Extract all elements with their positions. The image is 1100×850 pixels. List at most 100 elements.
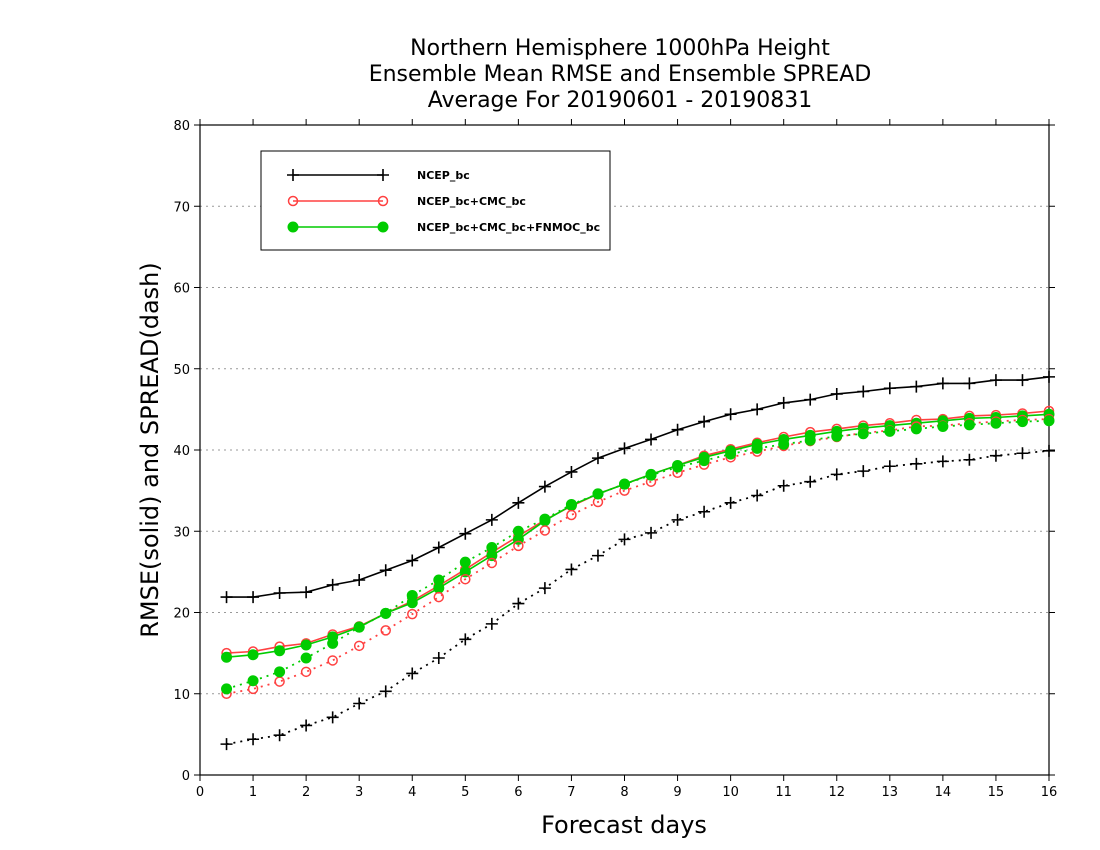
x-tick-label: 5 <box>461 785 469 800</box>
data-point-plus <box>512 496 525 509</box>
data-point-filled-circle <box>287 221 299 233</box>
series-line <box>226 410 1050 654</box>
data-point-plus <box>989 374 1002 387</box>
data-point-plus <box>1043 370 1055 383</box>
data-point-filled-circle <box>751 442 763 454</box>
data-point-plus <box>459 527 472 540</box>
x-tick-label: 1 <box>249 785 257 800</box>
data-point-plus <box>883 460 896 473</box>
data-point-plus <box>1016 374 1029 387</box>
x-tick-label: 0 <box>196 785 204 800</box>
data-point-filled-circle <box>1016 416 1028 428</box>
data-point-filled-circle <box>247 649 259 661</box>
data-point-plus <box>273 729 286 742</box>
data-point-plus <box>353 574 366 586</box>
x-tick-label: 11 <box>775 785 792 800</box>
data-point-open-circle <box>274 676 285 687</box>
chart-title-line-3: Average For 20190601 - 20190831 <box>427 88 813 113</box>
data-point-open-circle <box>460 573 471 585</box>
x-tick-label: 9 <box>673 785 681 800</box>
data-point-plus <box>326 578 339 591</box>
data-point-open-circle <box>566 509 577 521</box>
series-line <box>226 419 1050 690</box>
legend-entry-2: NCEP_bc+CMC_bc+FNMOC_bc <box>287 221 600 234</box>
legend-entry-1: NCEP_bc+CMC_bc <box>287 195 526 208</box>
data-point-filled-circle <box>857 428 869 440</box>
data-point-plus <box>751 403 764 416</box>
data-point-filled-circle <box>486 542 498 553</box>
data-point-filled-circle <box>406 589 418 601</box>
series-spread-5 <box>221 415 1055 695</box>
data-point-open-circle <box>377 195 389 207</box>
x-tick-label: 2 <box>302 785 310 800</box>
data-point-filled-circle <box>433 574 445 586</box>
data-point-filled-circle <box>221 683 233 695</box>
y-tick-label: 20 <box>173 607 190 622</box>
x-tick-label: 10 <box>722 785 739 800</box>
y-tick-label: 60 <box>173 282 190 297</box>
data-point-plus <box>1016 447 1029 460</box>
y-axis-label: RMSE(solid) and SPREAD(dash) <box>136 262 164 638</box>
data-point-plus <box>830 387 843 400</box>
y-tick-label: 40 <box>173 444 190 459</box>
data-point-plus <box>432 652 445 664</box>
data-point-plus <box>910 380 923 393</box>
data-point-plus <box>857 385 870 398</box>
data-point-plus <box>485 617 498 630</box>
data-point-filled-circle <box>725 448 737 460</box>
data-point-plus <box>300 586 313 599</box>
series-spread-4 <box>221 413 1055 699</box>
y-tick-label: 50 <box>173 363 190 378</box>
data-point-plus <box>777 396 790 409</box>
data-point-filled-circle <box>539 513 551 525</box>
data-point-plus <box>698 415 711 428</box>
data-point-plus <box>645 526 658 539</box>
data-point-plus <box>591 549 604 562</box>
series-line <box>226 418 1050 695</box>
data-point-open-circle <box>380 625 391 636</box>
data-point-plus <box>1043 444 1055 457</box>
data-point-plus <box>459 633 472 646</box>
y-tick-label: 0 <box>182 769 190 784</box>
data-point-plus <box>379 685 392 698</box>
legend-label: NCEP_bc <box>417 169 470 182</box>
data-point-plus <box>300 719 313 732</box>
data-point-filled-circle <box>672 461 684 473</box>
data-point-plus <box>287 169 299 181</box>
data-point-filled-circle <box>698 455 710 467</box>
data-point-filled-circle <box>300 652 312 664</box>
x-tick-label: 8 <box>620 785 628 800</box>
data-point-filled-circle <box>592 488 604 500</box>
data-point-plus <box>379 564 392 577</box>
y-tick-label: 70 <box>173 200 190 215</box>
data-point-plus <box>751 489 764 502</box>
data-point-plus <box>698 505 711 518</box>
y-tick-label: 30 <box>173 525 190 540</box>
data-point-filled-circle <box>645 469 657 481</box>
data-point-plus <box>963 377 976 390</box>
data-point-plus <box>247 591 260 604</box>
x-tick-label: 3 <box>355 785 363 800</box>
series-line <box>226 413 1050 658</box>
data-point-open-circle <box>300 666 312 678</box>
y-tick-label: 10 <box>173 688 190 703</box>
data-point-plus <box>326 711 339 724</box>
data-point-open-circle <box>513 540 524 552</box>
data-point-filled-circle <box>353 621 365 633</box>
data-point-plus <box>565 563 578 576</box>
data-point-filled-circle <box>831 430 843 442</box>
data-point-filled-circle <box>377 221 389 233</box>
data-point-plus <box>512 597 525 610</box>
data-point-filled-circle <box>512 525 524 537</box>
x-tick-label: 7 <box>567 785 575 800</box>
data-point-open-circle <box>287 195 299 207</box>
data-point-filled-circle <box>910 423 922 435</box>
data-point-plus <box>377 169 389 181</box>
data-point-plus <box>432 541 445 554</box>
series-rmse-2 <box>221 408 1055 663</box>
data-point-filled-circle <box>990 417 1002 429</box>
data-point-filled-circle <box>884 425 896 437</box>
data-point-filled-circle <box>963 419 975 431</box>
